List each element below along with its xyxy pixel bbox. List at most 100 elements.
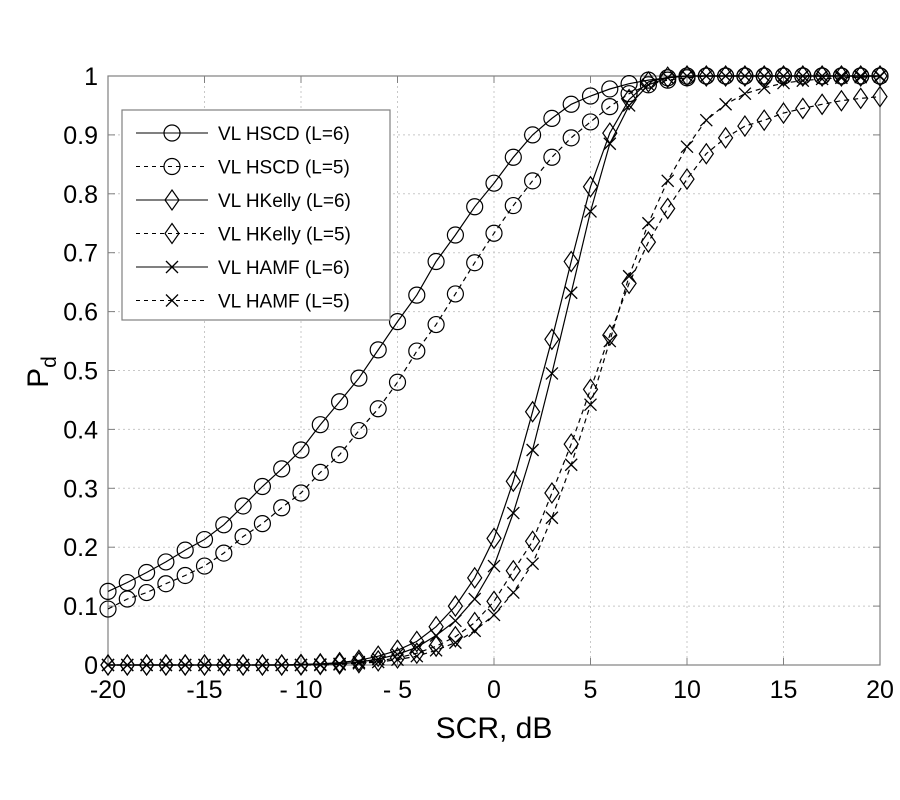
data-point-circle — [369, 341, 387, 359]
legend-box — [121, 109, 391, 321]
data-point-diamond — [756, 64, 772, 88]
data-point-x — [661, 71, 675, 85]
data-point-diamond — [216, 653, 232, 677]
data-point-x — [468, 624, 482, 638]
data-point-diamond — [640, 231, 657, 254]
data-point-circle — [331, 446, 349, 464]
data-point-x — [680, 69, 694, 83]
legend-marker-circle-icon — [163, 157, 181, 176]
data-point-diamond — [737, 64, 753, 88]
y-tick-label: 1 — [84, 63, 98, 91]
data-point-circle — [157, 575, 175, 593]
data-point-diamond — [563, 250, 579, 273]
data-point-x — [564, 286, 578, 300]
series-group — [99, 64, 889, 677]
data-point-circle — [446, 285, 464, 303]
data-point-circle — [157, 553, 175, 571]
data-point-circle — [562, 129, 580, 147]
data-point-diamond — [409, 630, 425, 653]
legend-marker-x-icon — [165, 294, 179, 307]
data-point-x — [834, 69, 848, 83]
data-point-x — [641, 216, 655, 230]
data-point-circle — [369, 400, 387, 418]
data-point-circle — [138, 563, 156, 582]
data-point-circle — [620, 85, 638, 103]
data-point-x — [796, 74, 810, 88]
x-tick-label: - 10 — [279, 676, 322, 704]
data-point-x — [506, 586, 520, 600]
y-tick-labels: 0 0.1 0.2 0.3 0.4 0.5 0.6 0.7 0.8 0.9 1 — [63, 63, 98, 680]
data-point-diamond — [814, 93, 830, 116]
data-point-diamond — [505, 470, 522, 493]
data-point-diamond — [119, 653, 136, 677]
data-point-diamond — [621, 272, 637, 295]
y-tick-label: 0.4 — [63, 416, 98, 444]
data-point-x — [815, 69, 829, 83]
data-point-circle — [215, 516, 233, 534]
data-point-diamond — [428, 635, 444, 658]
data-point-circle — [427, 252, 445, 271]
data-point-circle — [234, 527, 252, 546]
legend-label: VL HAMF (L=5) — [218, 292, 350, 313]
legend-label: VL HKelly (L=5) — [218, 225, 351, 246]
data-point-x — [391, 653, 404, 667]
data-point-diamond — [872, 85, 888, 108]
data-point-x — [854, 69, 868, 83]
data-point-x — [178, 658, 192, 672]
data-point-x — [487, 559, 501, 573]
data-point-x — [680, 140, 694, 154]
data-point-diamond — [814, 64, 830, 88]
data-point-circle — [427, 315, 445, 334]
data-point-x — [584, 205, 597, 218]
data-point-circle — [138, 583, 156, 602]
data-point-diamond — [833, 89, 850, 112]
y-axis-title-group: Pd — [22, 356, 61, 388]
y-tick-label: 0.8 — [63, 181, 98, 209]
data-point-diamond — [409, 642, 425, 665]
legend-label: VL HKelly (L=6) — [218, 191, 351, 212]
data-point-circle — [234, 497, 252, 515]
data-point-circle — [176, 566, 194, 585]
data-point-x — [198, 658, 211, 672]
legend-item: VL HSCD (L=5) — [136, 158, 350, 179]
legend-marker-circle-icon — [163, 124, 181, 142]
data-point-x — [391, 647, 404, 661]
data-point-x — [834, 71, 848, 85]
data-point-circle — [446, 226, 464, 244]
data-point-diamond — [563, 433, 579, 456]
data-point-diamond — [158, 653, 174, 677]
data-point-x — [487, 608, 501, 622]
data-point-circle — [253, 477, 271, 496]
data-point-diamond — [447, 625, 464, 648]
y-tick-label: 0.3 — [63, 475, 98, 503]
data-point-x — [545, 511, 559, 525]
data-point-diamond — [737, 115, 753, 138]
data-point-circle — [581, 113, 600, 131]
data-point-diamond — [505, 559, 522, 582]
data-point-diamond — [177, 653, 193, 677]
data-point-diamond — [582, 175, 599, 198]
data-point-diamond — [254, 653, 271, 677]
data-point-x — [777, 69, 790, 83]
data-point-x — [699, 69, 713, 83]
data-point-circle — [388, 313, 407, 331]
data-point-diamond — [775, 102, 792, 125]
legend-marker-diamond-icon — [164, 222, 180, 245]
y-tick-label: 0.6 — [63, 299, 98, 327]
data-point-x — [140, 658, 154, 672]
data-point-x — [777, 76, 790, 90]
data-point-x — [622, 98, 636, 112]
data-point-diamond — [544, 481, 560, 505]
data-point-circle — [99, 600, 117, 618]
data-point-circle — [331, 393, 349, 411]
data-point-x — [564, 458, 578, 472]
data-point-diamond — [273, 653, 290, 677]
data-point-x — [603, 137, 617, 151]
data-point-circle — [581, 87, 600, 105]
data-point-x — [545, 366, 559, 380]
x-tick-label: 10 — [673, 676, 701, 704]
legend-marker-x-icon — [165, 260, 179, 274]
data-point-circle — [176, 541, 194, 559]
legend-marker-diamond-icon — [164, 188, 180, 212]
